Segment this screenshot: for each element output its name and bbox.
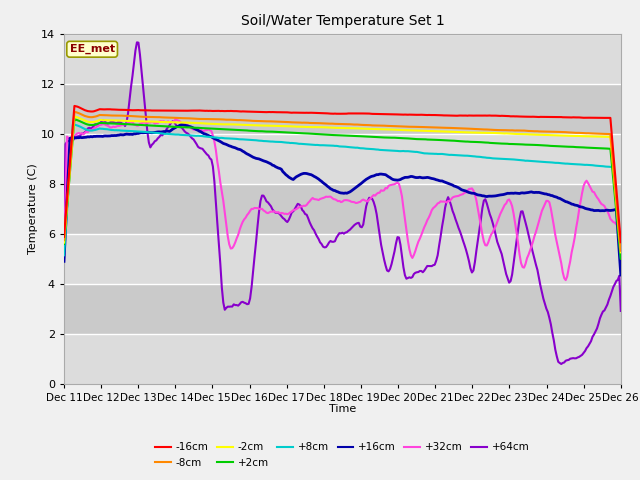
Text: EE_met: EE_met (70, 44, 115, 54)
Title: Soil/Water Temperature Set 1: Soil/Water Temperature Set 1 (241, 14, 444, 28)
Bar (64, 184, 621, 234)
Bar (64, 134, 621, 184)
Legend: -16cm, -8cm, -2cm, +2cm, +8cm, +16cm, +32cm, +64cm: -16cm, -8cm, -2cm, +2cm, +8cm, +16cm, +3… (150, 438, 534, 472)
X-axis label: Time: Time (329, 405, 356, 414)
Bar (64, 284, 621, 334)
Bar (64, 334, 621, 384)
Bar (64, 234, 621, 284)
Y-axis label: Temperature (C): Temperature (C) (28, 163, 38, 254)
Bar (64, 34, 621, 84)
Bar (64, 84, 621, 134)
